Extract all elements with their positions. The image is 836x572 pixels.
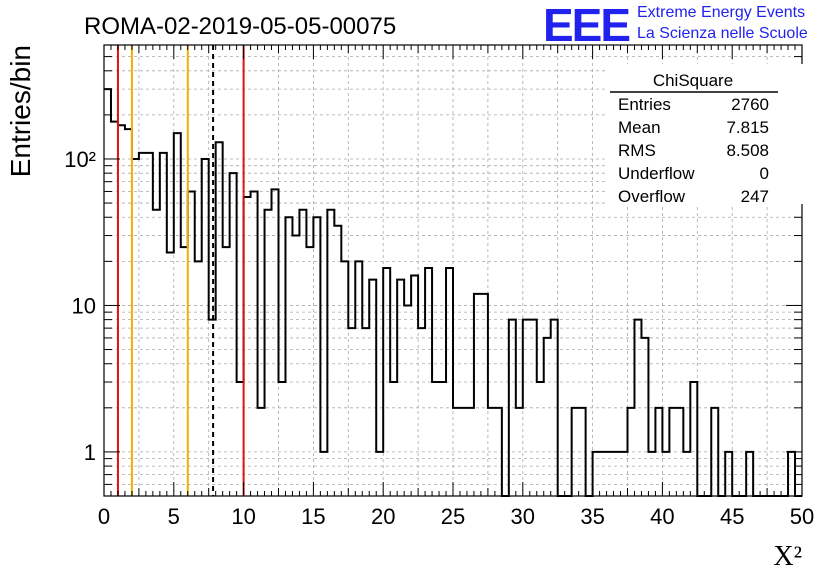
- stats-box: ChiSquare Entries 2760 Mean 7.815 RMS 8.508 Un…: [608, 64, 804, 206]
- y-tick-label: 1: [84, 440, 96, 465]
- logo-line-2: La Scienza nelle Scuole: [637, 25, 808, 42]
- x-tick-label: 20: [371, 504, 395, 529]
- x-tick-label: 50: [790, 504, 814, 529]
- x-tick-label: 35: [580, 504, 604, 529]
- y-tick-label: 10: [72, 293, 96, 318]
- x-tick-label: 15: [301, 504, 325, 529]
- x-tick-label: 5: [168, 504, 180, 529]
- x-tick-label: 30: [511, 504, 535, 529]
- stats-row-value: 0: [760, 164, 769, 183]
- x-axis-label: X²: [773, 541, 802, 572]
- histogram-bins: [104, 88, 802, 497]
- stats-row-label: RMS: [618, 141, 656, 160]
- stats-row-value: 8.508: [726, 141, 769, 160]
- tick-labels: 0 5 10 15 20 25 30 35 40 45 50 1 10 10²: [64, 147, 814, 529]
- chart-title: ROMA-02-2019-05-05-00075: [84, 13, 396, 40]
- x-tick-label: 25: [441, 504, 465, 529]
- stats-row-value: 2760: [731, 95, 769, 114]
- stats-row-value: 7.815: [726, 118, 769, 137]
- eee-logo: EEE: [543, 0, 631, 51]
- stats-title: ChiSquare: [653, 71, 733, 90]
- stats-row-label: Mean: [618, 118, 661, 137]
- x-tick-label: 40: [650, 504, 674, 529]
- y-tick-label: 10²: [64, 147, 96, 172]
- stats-row-label: Entries: [618, 95, 671, 114]
- x-tick-label: 45: [720, 504, 744, 529]
- histogram-outline: [104, 88, 802, 497]
- x-tick-label: 0: [98, 504, 110, 529]
- stats-row-value: 247: [741, 187, 769, 206]
- axis-ticks: [103, 44, 803, 497]
- logo-line-1: Extreme Energy Events: [637, 4, 806, 21]
- stats-row-label: Overflow: [618, 187, 686, 206]
- stats-row-label: Underflow: [618, 164, 695, 183]
- x-tick-label: 10: [231, 504, 255, 529]
- reference-lines: [116, 45, 245, 496]
- y-axis-label: Entries/bin: [5, 45, 36, 177]
